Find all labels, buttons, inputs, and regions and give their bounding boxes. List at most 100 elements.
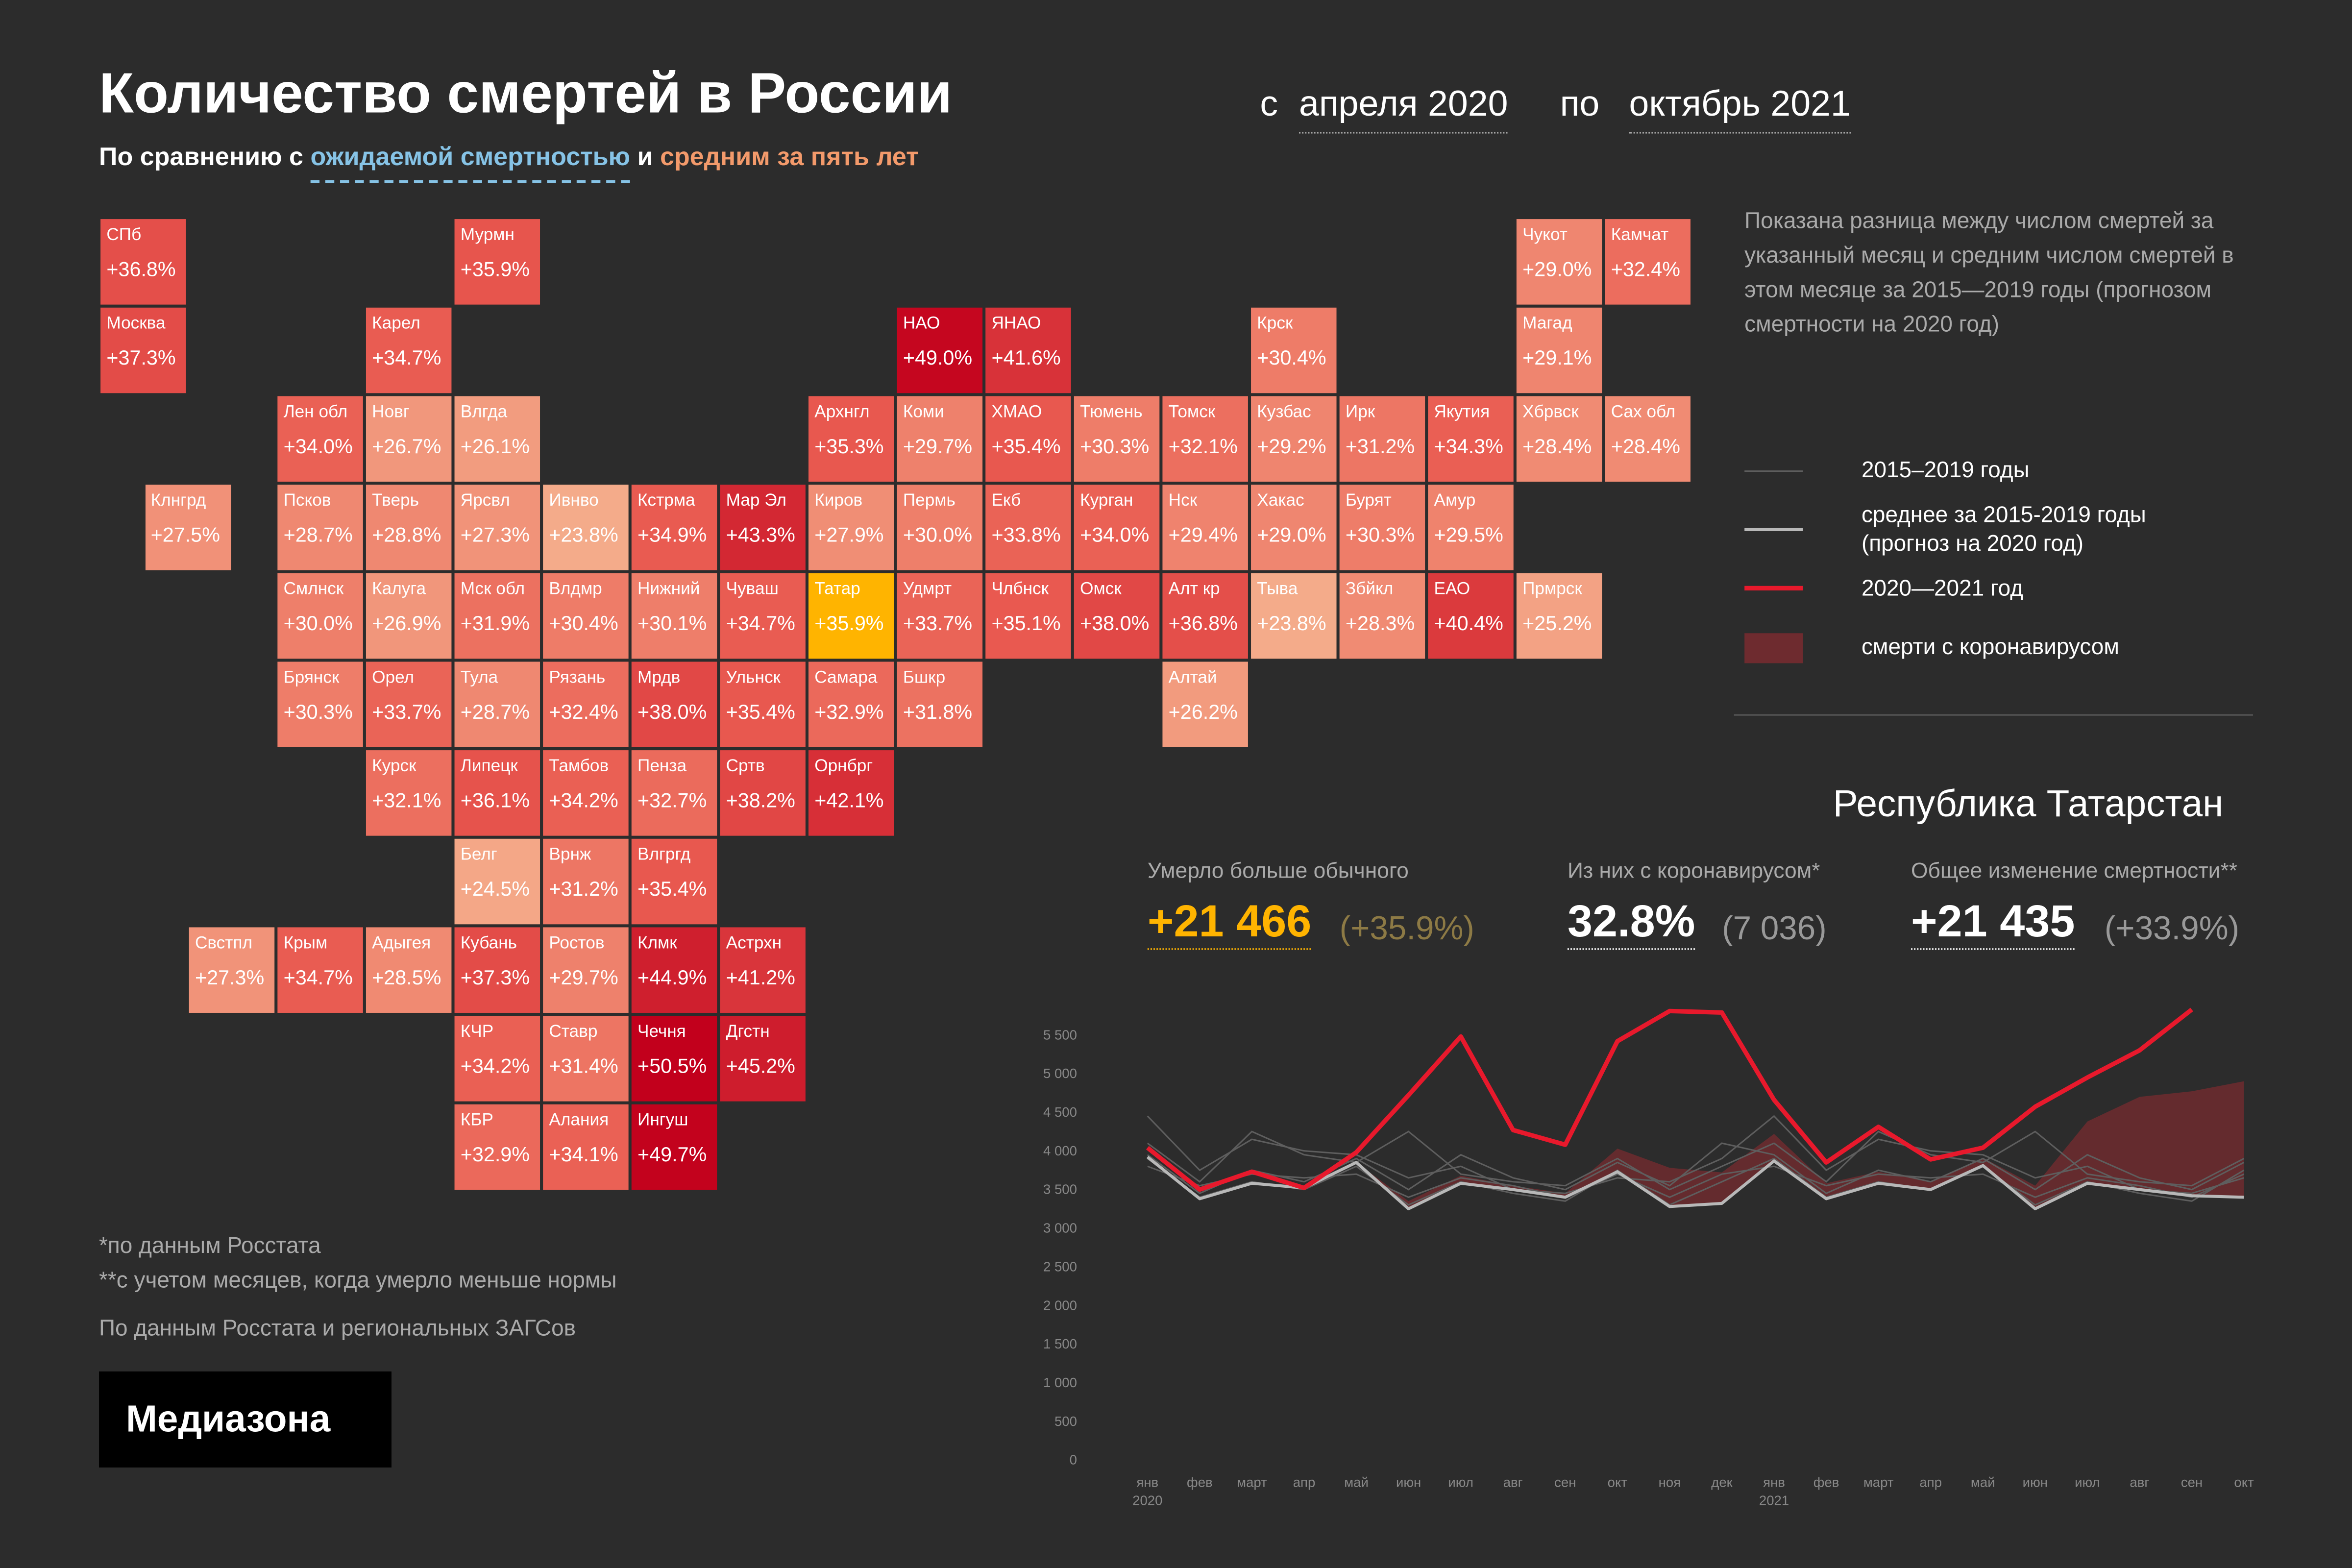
y-tick-label: 4 000 [1043, 1143, 1077, 1158]
tile-value: +32.4% [1611, 258, 1681, 281]
year-line [1147, 1157, 2245, 1206]
tile: Киров +27.9% [808, 485, 894, 570]
tile-label: Ульнск [726, 669, 781, 687]
tile: Алтай +26.2% [1162, 662, 1248, 747]
tile: Тыва +23.8% [1251, 573, 1337, 659]
tile: Ирк +31.2% [1339, 396, 1425, 482]
tile-value: +31.9% [460, 612, 530, 635]
region-title: Республика Татарстан [1833, 783, 2224, 826]
note: Показана разница между числом смертей за… [1744, 208, 2234, 338]
tile-label: КЧР [460, 1023, 494, 1042]
tile-value: +32.9% [460, 1143, 530, 1166]
tile: Брянск +30.3% [277, 662, 363, 747]
tile-label: Кстрма [637, 492, 695, 511]
x-tick-label: апр [1919, 1475, 1942, 1490]
tile: Калуга +26.9% [366, 573, 452, 659]
tile-value: +23.8% [1257, 612, 1326, 635]
tile: Курган +34.0% [1074, 485, 1160, 570]
tile-value: +34.0% [1080, 523, 1150, 546]
tile-label: Смлнск [283, 581, 344, 599]
tile-label: Удмрт [903, 581, 952, 599]
tile-value: +28.4% [1522, 435, 1592, 458]
tile-label: Пермь [903, 492, 956, 511]
tile: Якутия +34.3% [1428, 396, 1514, 482]
tile: Орел +33.7% [366, 662, 452, 747]
tile-label: Кузбас [1257, 403, 1311, 422]
tile: Крым +34.7% [277, 927, 363, 1013]
stat-label: Общее изменение смертности** [1911, 859, 2238, 884]
tile-label: Киров [814, 492, 863, 511]
stat-value: 32.8% [1567, 897, 1695, 950]
stat-detail: (+33.9%) [2104, 909, 2240, 947]
tile-value: +37.3% [460, 966, 530, 989]
tile-value: +28.4% [1611, 435, 1681, 458]
tile-label: Мрдв [637, 669, 681, 687]
tile-value: +35.3% [814, 435, 884, 458]
tile-label: Алт кр [1168, 581, 1220, 599]
tile: Крск +30.4% [1251, 307, 1337, 393]
tile-label: Бшкр [903, 669, 946, 687]
y-tick-label: 1 000 [1043, 1375, 1077, 1390]
tile-value: +35.4% [726, 701, 795, 723]
tile-label: Прмрск [1522, 581, 1582, 599]
logo[interactable]: Медиазона [99, 1371, 392, 1468]
tile-label: Курган [1080, 492, 1133, 511]
tile-value: +29.2% [1257, 435, 1326, 458]
tile-label: Ирк [1345, 403, 1375, 422]
tile-value: +37.3% [106, 346, 176, 369]
stat-label: Умерло больше обычного [1147, 859, 1409, 884]
tile: Дгстн +45.2% [720, 1016, 806, 1102]
tile: Ярсвл +27.3% [454, 485, 540, 570]
tile-label: Татар [814, 581, 860, 599]
y-tick-label: 2 500 [1043, 1259, 1077, 1274]
tile-value: +31.2% [1345, 435, 1415, 458]
date-from[interactable]: апреля 2020 [1298, 84, 1508, 134]
tile-label: Ярсвл [460, 492, 510, 511]
tile-value: +26.1% [460, 435, 530, 458]
tile-value: +34.1% [549, 1143, 618, 1166]
x-tick-label: июн [2023, 1475, 2048, 1490]
subtitle-average: средним за пять лет [660, 142, 919, 172]
tile-value: +49.7% [637, 1143, 707, 1166]
tile-label: Орнбрг [814, 758, 873, 776]
tile-value: +24.5% [460, 878, 530, 901]
tile: Самара +32.9% [808, 662, 894, 747]
tile: Тверь +28.8% [366, 485, 452, 570]
x-tick-label: фев [1187, 1475, 1213, 1490]
tile-label: Чечня [637, 1023, 686, 1042]
tile: КЧР +34.2% [454, 1016, 540, 1102]
tile-label: Крск [1257, 315, 1293, 333]
tile-value: +38.0% [637, 701, 707, 723]
x-tick-label: сен [1554, 1475, 1576, 1490]
tile-label: Омск [1080, 581, 1122, 599]
tile-label: Амур [1434, 492, 1476, 511]
y-tick-label: 2 000 [1043, 1298, 1077, 1313]
y-tick-label: 4 500 [1043, 1104, 1077, 1120]
x-tick-label: окт [2234, 1475, 2254, 1490]
tile-value: +28.7% [283, 523, 353, 546]
tile: КБР +32.9% [454, 1104, 540, 1190]
tile: Пермь +30.0% [897, 485, 983, 570]
tile-label: Ростов [549, 934, 605, 953]
x-tick-label: июл [2075, 1475, 2100, 1490]
tile-value: +29.7% [549, 966, 618, 989]
tile-value: +27.9% [814, 523, 884, 546]
tile-label: Тула [460, 669, 498, 687]
tile-value: +28.3% [1345, 612, 1415, 635]
tile-value: +30.3% [283, 701, 353, 723]
tile: ХМАО +35.4% [985, 396, 1071, 482]
tile-label: Новг [372, 403, 410, 422]
tile-label: Адыгея [372, 934, 431, 953]
date-to[interactable]: октябрь 2021 [1629, 84, 1851, 134]
tile: Орнбрг +42.1% [808, 750, 894, 836]
footnote: **с учетом месяцев, когда умерло меньше … [99, 1268, 617, 1294]
tile-value: +32.1% [372, 789, 441, 812]
tile-value: +31.4% [549, 1054, 618, 1078]
tile-value: +28.8% [372, 523, 441, 546]
tile-label: Липецк [460, 758, 518, 776]
tile-value: +50.5% [637, 1054, 707, 1078]
x-sublabel: 2020 [1132, 1493, 1162, 1508]
tile: ЕАО +40.4% [1428, 573, 1514, 659]
